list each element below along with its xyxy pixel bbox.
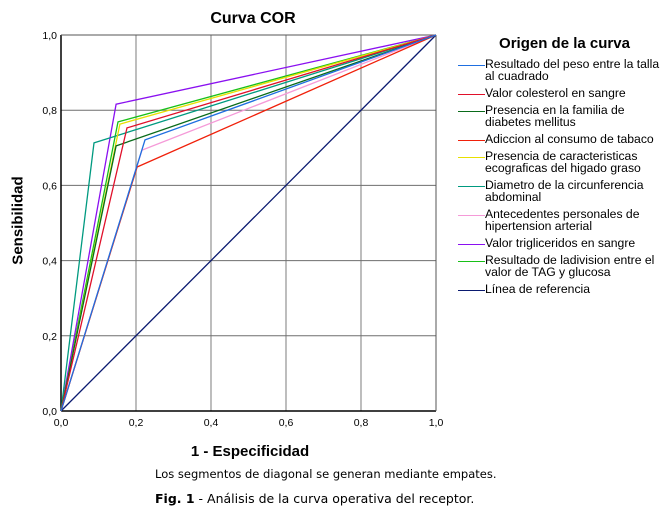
- series-line-8: [60, 34, 437, 412]
- y-tick-label: 0,0: [42, 406, 57, 418]
- y-tick-label: 0,2: [42, 331, 57, 343]
- legend: Origen de la curva Resultado del peso en…: [456, 35, 661, 300]
- y-tick-label: 0,4: [42, 256, 57, 268]
- legend-swatch: [458, 186, 485, 187]
- chart-note: Los segmentos de diagonal se generan med…: [155, 467, 497, 481]
- x-tick-label: 0,2: [129, 417, 144, 429]
- legend-item: Valor colesterol en sangre: [456, 87, 661, 99]
- legend-swatch: [458, 215, 485, 216]
- x-tick-label: 0,8: [354, 417, 369, 429]
- legend-label: Adiccion al consumo de tabaco: [485, 132, 654, 146]
- legend-swatch: [458, 65, 485, 66]
- x-tick-label: 1,0: [429, 417, 444, 429]
- legend-item: Resultado de ladivision entre el valor d…: [456, 254, 661, 278]
- legend-item: Línea de referencia: [456, 283, 661, 295]
- legend-swatch: [458, 261, 485, 262]
- legend-title: Origen de la curva: [499, 35, 630, 52]
- legend-swatch: [458, 157, 485, 158]
- tick-labels: 0,0 0,2 0,4 0,6 0,8 1,0 0,0 0,2 0,4 0,6 0,8 1,0: [42, 30, 443, 429]
- figure-caption: Fig. 1 - Análisis de la curva operativa …: [155, 491, 474, 506]
- series-line-7: [60, 34, 437, 412]
- legend-item: Valor trigliceridos en sangre: [456, 237, 661, 249]
- series-lines: [60, 34, 437, 412]
- legend-swatch: [458, 111, 485, 112]
- legend-item: Presencia en la familia de diabetes mell…: [456, 104, 661, 128]
- legend-label: Resultado del peso entre la talla al cua…: [485, 57, 660, 83]
- legend-swatch: [458, 94, 485, 95]
- legend-items: Resultado del peso entre la talla al cua…: [456, 58, 661, 295]
- legend-label: Presencia en la familia de diabetes mell…: [485, 103, 625, 129]
- legend-swatch: [458, 290, 485, 291]
- legend-swatch: [458, 140, 485, 141]
- y-tick-label: 1,0: [42, 30, 57, 42]
- series-line-2: [60, 34, 437, 412]
- series-line-0: [60, 34, 437, 412]
- x-tick-label: 0,6: [279, 417, 294, 429]
- legend-label: Presencia de caracteristicas ecograficas…: [485, 149, 641, 175]
- legend-item: Antecedentes personales de hipertension …: [456, 208, 661, 232]
- figure-label: Fig. 1: [155, 491, 195, 506]
- x-tick-label: 0,4: [204, 417, 219, 429]
- series-line-5: [60, 34, 437, 412]
- figure-caption-text: - Análisis de la curva operativa del rec…: [194, 491, 475, 506]
- legend-label: Antecedentes personales de hipertension …: [485, 207, 640, 233]
- legend-item: Diametro de la circunferencia abdominal: [456, 179, 661, 203]
- legend-label: Valor trigliceridos en sangre: [485, 236, 636, 250]
- legend-label: Diametro de la circunferencia abdominal: [485, 178, 644, 204]
- chart-title: Curva COR: [210, 10, 296, 27]
- legend-item: Adiccion al consumo de tabaco: [456, 133, 661, 145]
- legend-label: Valor colesterol en sangre: [485, 86, 626, 100]
- series-line-9: [60, 34, 437, 412]
- y-tick-label: 0,6: [42, 180, 57, 192]
- axes: [60, 34, 437, 412]
- legend-swatch: [458, 244, 485, 245]
- legend-label: Resultado de ladivision entre el valor d…: [485, 253, 655, 279]
- y-tick-label: 0,8: [42, 105, 57, 117]
- legend-item: Presencia de caracteristicas ecograficas…: [456, 150, 661, 174]
- x-axis-label: 1 - Especificidad: [190, 443, 310, 460]
- legend-label: Línea de referencia: [485, 282, 591, 296]
- x-tick-label: 0,0: [54, 417, 69, 429]
- y-axis-label: Sensibilidad: [9, 176, 27, 265]
- legend-item: Resultado del peso entre la talla al cua…: [456, 58, 661, 82]
- series-line-1: [60, 34, 437, 412]
